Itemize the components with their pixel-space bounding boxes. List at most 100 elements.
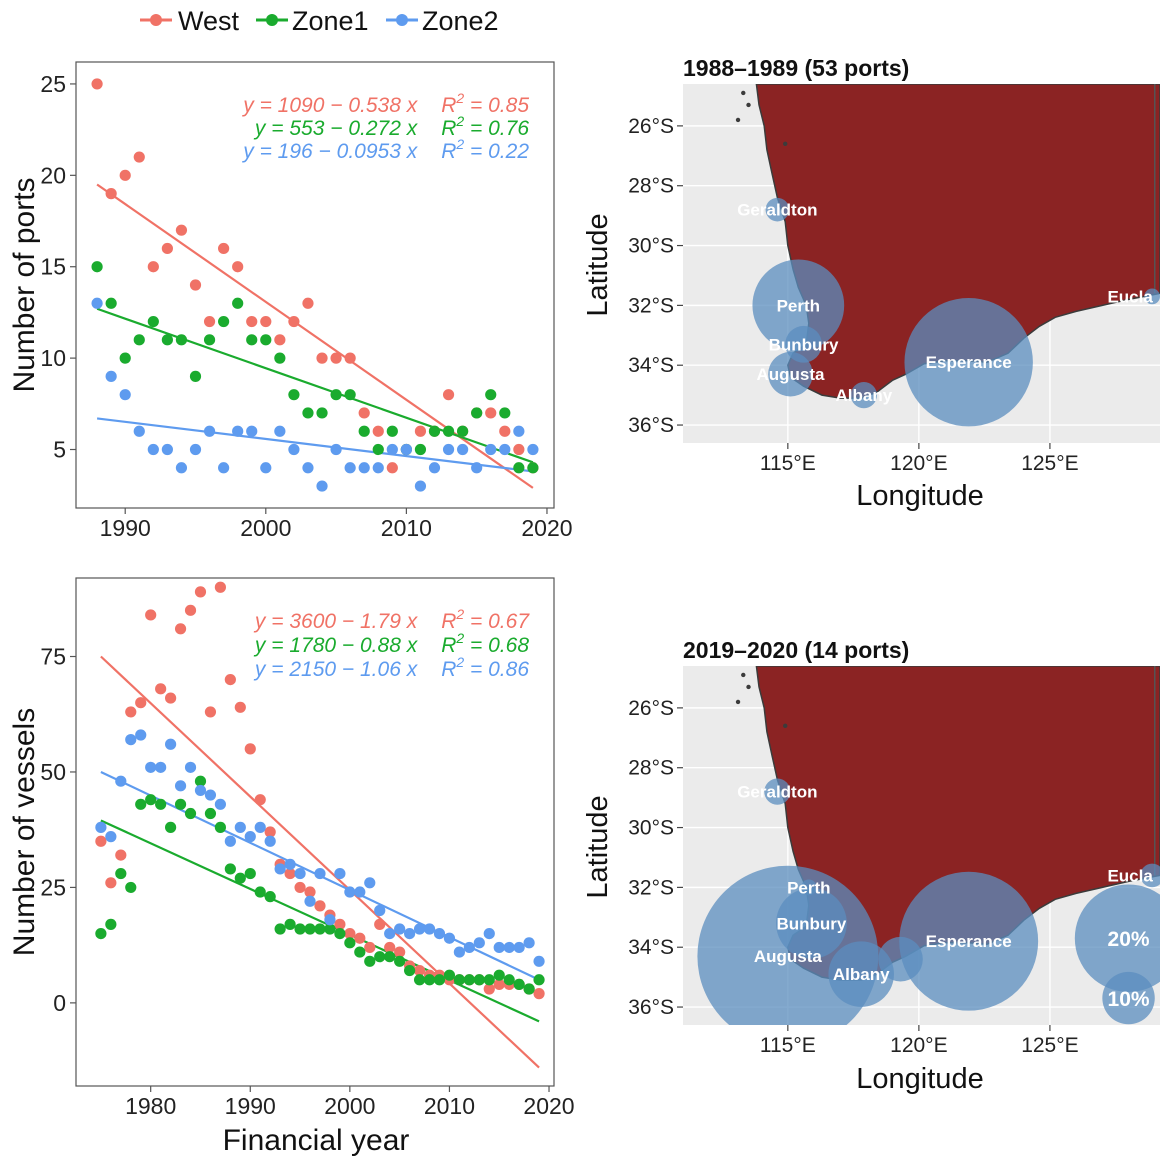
point-zone2 bbox=[316, 480, 328, 492]
point-west bbox=[232, 261, 244, 273]
map-1988: 1988–1989 (53 ports) Geraldton Perth Bunbu… bbox=[582, 55, 1160, 512]
point-west bbox=[442, 389, 455, 401]
point-zone2 bbox=[274, 863, 286, 875]
vessels-eq-west-r2rest: = 0.67 bbox=[464, 610, 530, 633]
fit-line-zone1 bbox=[96, 307, 534, 464]
point-zone1 bbox=[165, 821, 177, 833]
point-west bbox=[358, 407, 370, 419]
point-zone1 bbox=[246, 334, 258, 346]
map-island bbox=[783, 141, 788, 147]
point-west bbox=[133, 151, 145, 163]
point-zone2 bbox=[527, 443, 539, 456]
point-zone2 bbox=[334, 867, 346, 880]
point-zone1 bbox=[264, 891, 276, 903]
point-zone1 bbox=[105, 297, 117, 309]
point-west bbox=[125, 706, 137, 718]
port-bubble-augusta bbox=[768, 351, 813, 397]
point-zone1 bbox=[364, 955, 376, 967]
point-zone1 bbox=[274, 352, 286, 364]
point-west bbox=[264, 826, 276, 838]
point-zone2 bbox=[254, 821, 266, 833]
point-zone1 bbox=[91, 261, 103, 273]
point-zone1 bbox=[374, 951, 386, 963]
point-zone1 bbox=[386, 425, 398, 437]
legend-label-zone1: Zone1 bbox=[292, 6, 369, 36]
vessels-eq-zone1-r2sup: 2 bbox=[455, 630, 464, 646]
map-land bbox=[755, 84, 1160, 399]
x-tick-label: 2010 bbox=[381, 515, 432, 541]
point-zone2 bbox=[95, 821, 107, 833]
point-zone1 bbox=[302, 407, 314, 419]
point-zone2 bbox=[344, 886, 356, 898]
point-zone1 bbox=[304, 923, 316, 935]
point-zone1 bbox=[194, 775, 207, 787]
point-zone2 bbox=[288, 443, 300, 456]
y-tick-label: 25 bbox=[40, 71, 66, 97]
point-west bbox=[344, 352, 356, 364]
point-west bbox=[316, 352, 328, 364]
map-y-tick-label: 32°S bbox=[628, 876, 674, 899]
point-zone2 bbox=[463, 941, 475, 954]
ports-eq-zone2-r2sup: 2 bbox=[455, 136, 464, 152]
point-west bbox=[364, 941, 376, 954]
point-west bbox=[218, 242, 230, 255]
point-zone2 bbox=[218, 462, 230, 474]
point-west bbox=[330, 352, 342, 364]
point-zone2 bbox=[204, 789, 217, 801]
port-label-geraldton: Geraldton bbox=[737, 783, 817, 802]
point-zone1 bbox=[513, 978, 525, 991]
point-zone1 bbox=[294, 923, 306, 935]
point-zone1 bbox=[234, 872, 246, 884]
point-zone1 bbox=[344, 389, 356, 401]
map-y-tick-label: 34°S bbox=[628, 936, 674, 959]
vessels-eq-zone2-r2sup: 2 bbox=[455, 654, 464, 670]
ports-eq-zone1-r2sup: 2 bbox=[455, 113, 464, 129]
point-zone2 bbox=[105, 370, 117, 382]
map-2019-title: 2019–2020 (14 ports) bbox=[683, 637, 909, 663]
point-zone1 bbox=[485, 389, 497, 401]
point-zone2 bbox=[442, 443, 455, 456]
legend-item-zone2: Zone2 bbox=[386, 6, 499, 36]
point-zone2 bbox=[147, 443, 159, 456]
point-west bbox=[533, 988, 545, 1000]
ports-eq-zone2: y = 196 − 0.0953 x R2 = 0.22 bbox=[241, 136, 529, 163]
point-zone2 bbox=[189, 443, 202, 456]
point-west bbox=[115, 849, 127, 861]
point-zone1 bbox=[428, 425, 441, 437]
port-bubble-eucla bbox=[1144, 288, 1160, 305]
point-west bbox=[155, 683, 167, 695]
point-west bbox=[372, 425, 384, 437]
map-island bbox=[783, 723, 788, 729]
point-zone1 bbox=[189, 370, 202, 382]
point-west bbox=[165, 692, 177, 704]
point-zone2 bbox=[203, 425, 216, 437]
vessels-eq-west-fit: y = 3600 − 1.79 x bbox=[253, 610, 419, 633]
map-island bbox=[741, 90, 746, 96]
point-zone2 bbox=[302, 462, 314, 474]
point-zone2 bbox=[133, 425, 145, 437]
point-zone1 bbox=[95, 928, 107, 940]
port-bubble-esperance bbox=[899, 871, 1039, 1011]
point-west bbox=[203, 315, 216, 328]
legend-label-zone2: Zone2 bbox=[422, 6, 499, 36]
point-west bbox=[302, 297, 314, 309]
point-zone2 bbox=[234, 821, 246, 833]
size-legend-label: 20% bbox=[1108, 928, 1150, 951]
map-x-tick-label: 125°E bbox=[1021, 1034, 1078, 1057]
point-zone1 bbox=[224, 863, 236, 875]
point-zone2 bbox=[125, 734, 137, 746]
point-zone1 bbox=[145, 794, 157, 806]
ports-eq-zone1: y = 553 − 0.272 x R2 = 0.76 bbox=[253, 113, 529, 140]
point-west bbox=[384, 941, 396, 954]
map-2019-body: Geraldton Perth Bunbury Augusta Albany Espera… bbox=[628, 666, 1160, 1057]
point-west bbox=[493, 978, 505, 991]
port-label-esperance: Esperance bbox=[926, 353, 1012, 372]
legend: West Zone1 Zone2 bbox=[140, 6, 499, 36]
point-zone1 bbox=[483, 974, 495, 986]
point-zone2 bbox=[400, 443, 412, 456]
map-x-tick-label: 120°E bbox=[890, 452, 947, 475]
map-x-tick-label: 125°E bbox=[1021, 452, 1078, 475]
vessels-marks: 1980 1990 2000 2010 2020 0 25 50 75 bbox=[40, 581, 575, 1119]
point-west bbox=[386, 462, 398, 474]
port-bubble-geraldton bbox=[765, 197, 790, 222]
